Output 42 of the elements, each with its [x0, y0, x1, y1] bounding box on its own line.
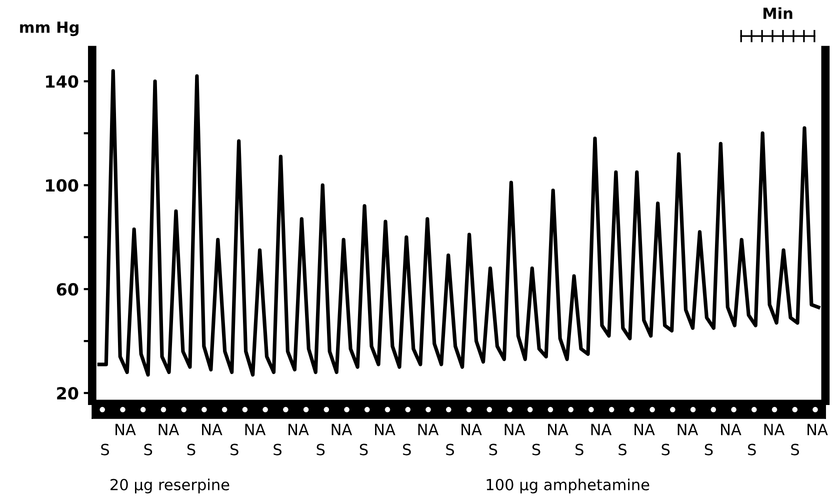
text: S — [316, 444, 325, 456]
text: NA — [418, 424, 439, 436]
text: Min — [764, 7, 792, 19]
text: NA — [634, 424, 655, 436]
text: NA — [288, 424, 309, 436]
text: NA — [548, 424, 568, 436]
text: NA — [721, 424, 742, 436]
y-tick-label: 100 — [46, 179, 78, 192]
text: NA — [678, 424, 698, 436]
y-tick-label: 140 — [46, 75, 78, 88]
text: NA — [375, 424, 396, 436]
text: S — [187, 444, 196, 456]
y-tick-label: 20 — [57, 386, 78, 400]
text: S — [274, 444, 282, 456]
text: S — [576, 444, 584, 456]
text: NA — [332, 424, 352, 436]
y-tick-label: 60 — [56, 283, 78, 296]
text: S — [532, 444, 540, 456]
text: S — [489, 444, 498, 456]
text: S — [618, 444, 626, 456]
text: NA — [202, 424, 222, 436]
text: S — [704, 444, 713, 456]
text: NA — [591, 424, 612, 436]
text: 100 µg amphetamine — [486, 478, 650, 494]
text: NA — [808, 424, 828, 436]
text: NA — [158, 424, 180, 436]
text: S — [230, 444, 238, 456]
text: S — [748, 444, 756, 456]
text: S — [101, 444, 109, 456]
text: NA — [764, 424, 785, 436]
text: S — [662, 444, 670, 456]
y-axis-title: mm Hg — [20, 22, 78, 36]
text: S — [360, 444, 368, 456]
text: S — [403, 444, 411, 456]
text: NA — [116, 424, 136, 436]
text: S — [791, 444, 799, 456]
text: S — [144, 444, 152, 456]
text: NA — [504, 424, 526, 436]
text: 20 µg reserpine — [110, 478, 230, 494]
text: NA — [462, 424, 482, 436]
text: NA — [245, 424, 266, 436]
text: S — [446, 444, 454, 456]
